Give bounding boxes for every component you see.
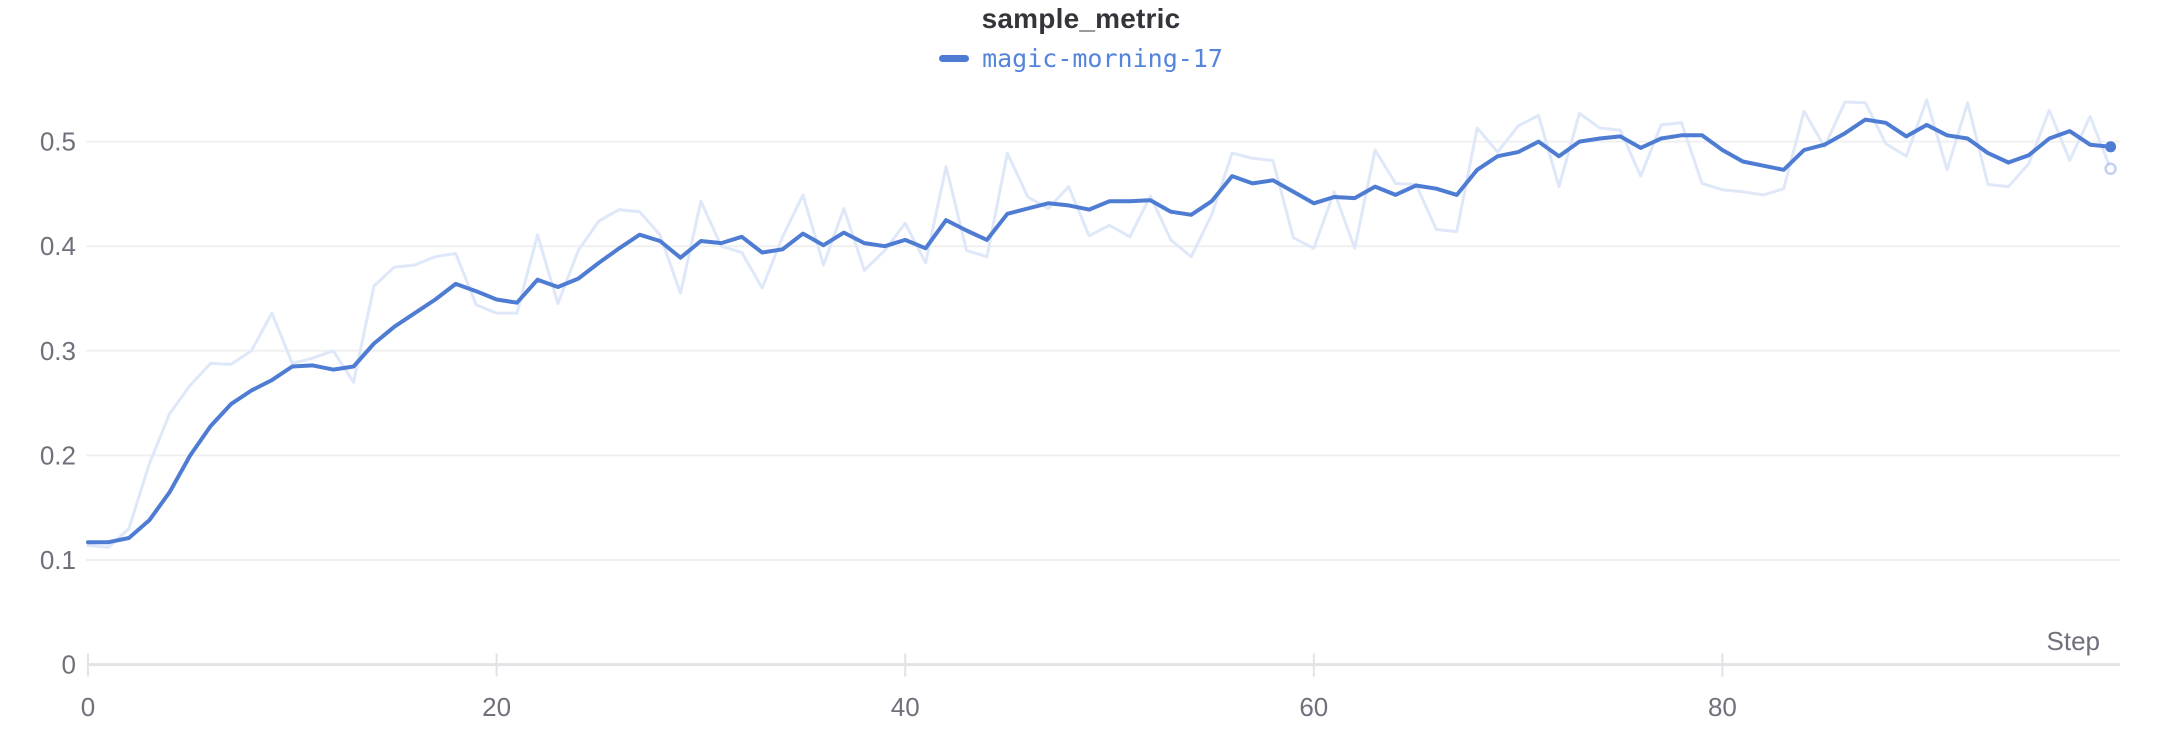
- end-marker-original: [2104, 162, 2117, 176]
- x-tick-label: 20: [482, 692, 511, 722]
- chart-title: sample_metric: [981, 3, 1181, 34]
- y-tick-label: 0.1: [40, 545, 76, 575]
- series-line-original: [86, 98, 2113, 549]
- x-tick-label: 80: [1708, 692, 1737, 722]
- y-tick-label: 0.5: [40, 127, 76, 157]
- y-tick-label: 0.4: [40, 231, 76, 261]
- series-line-smoothed: [86, 117, 2113, 545]
- x-tick-label: 40: [891, 692, 920, 722]
- x-axis-title: Step: [2047, 626, 2101, 656]
- chart-legend[interactable]: magic-morning-17: [0, 43, 2162, 73]
- y-tick-label: 0: [62, 650, 76, 680]
- x-tick-label: 0: [81, 692, 95, 722]
- end-marker-smoothed: [2105, 141, 2117, 153]
- x-tick-label: 60: [1299, 692, 1328, 722]
- y-tick-label: 0.3: [40, 336, 76, 366]
- legend-run-name: magic-morning-17: [982, 43, 1223, 73]
- legend-line-swatch: [939, 54, 970, 62]
- y-tick-label: 0.2: [40, 440, 76, 470]
